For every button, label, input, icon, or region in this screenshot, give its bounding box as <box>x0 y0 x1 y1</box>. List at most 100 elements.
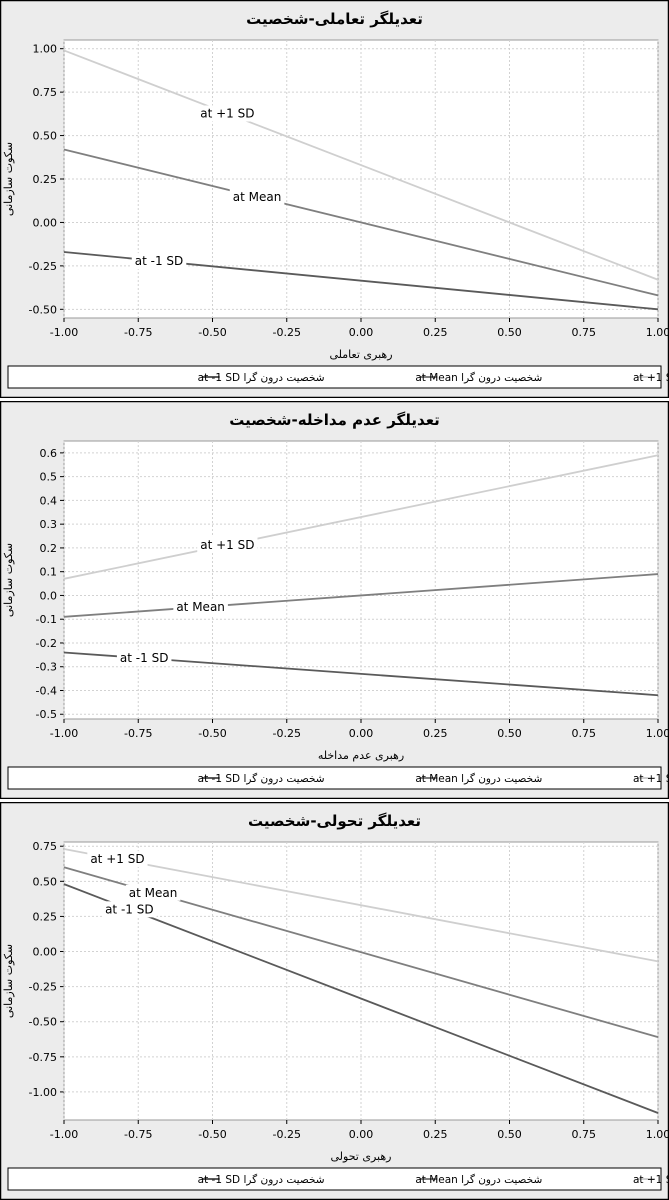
chart-svg: تعدیلگر عدم مداخله-شخصیت 0.6 0.5 0.4 0.3 0.2 0… <box>0 401 669 799</box>
y-tick-label: 0.0 <box>40 589 58 602</box>
y-tick-label: -0.75 <box>29 1051 57 1064</box>
series-label-plus: at +1 SD <box>90 852 144 866</box>
legend-label-plus: شخصیت درون گرا at +1 SD <box>633 1173 669 1186</box>
x-tick-label: 0.00 <box>349 727 374 740</box>
series-label-mean: at Mean <box>233 190 282 204</box>
series-label-background <box>197 536 258 553</box>
series-line-mean <box>63 573 659 618</box>
series-label-plus: at +1 SD <box>200 538 254 552</box>
y-axis-title: سکوت سازمانی <box>2 944 15 1018</box>
y-axis-title: سکوت سازمانی <box>2 543 15 617</box>
y-tick-label: 0.75 <box>33 86 58 99</box>
x-tick-label: 0.75 <box>572 727 597 740</box>
series-line-plus <box>63 49 659 281</box>
x-tick-label: -0.50 <box>198 1128 226 1141</box>
series-label-background <box>116 650 172 667</box>
chart-panel-1: تعدیلگر تعاملی-شخصیت 1.00 0.75 0.50 0.25 0.00… <box>0 0 669 398</box>
chart-title: تعدیلگر تحولی-شخصیت <box>248 812 421 830</box>
y-tick-label: -0.25 <box>29 260 57 273</box>
y-tick-label: 0.2 <box>40 542 58 555</box>
x-tick-label: 0.50 <box>497 326 522 339</box>
x-tick-label: 0.00 <box>349 1128 374 1141</box>
chart-title: تعدیلگر عدم مداخله-شخصیت <box>229 411 440 429</box>
x-tick-label: -0.75 <box>124 1128 152 1141</box>
series-label-background <box>102 901 157 918</box>
series-label-background <box>125 884 181 901</box>
x-tick-label: -0.25 <box>273 326 301 339</box>
legend-label-plus: شخصیت درون گرا at +1 SD <box>633 371 669 384</box>
legend-label-minus: شخصیت درون گرا at -1 SD <box>198 1173 325 1186</box>
y-axis-title: سکوت سازمانی <box>2 142 15 216</box>
x-tick-label: 0.25 <box>423 326 448 339</box>
legend-label-mean: شخصیت درون گرا at Mean <box>415 1173 542 1186</box>
x-tick-label: 0.50 <box>497 1128 522 1141</box>
x-tick-label: -1.00 <box>50 326 78 339</box>
legend-label-mean: شخصیت درون گرا at Mean <box>415 772 542 785</box>
series-label-background <box>87 851 148 868</box>
x-tick-label: -0.50 <box>198 326 226 339</box>
x-axis-title: رهبری تحولی <box>331 1150 392 1163</box>
legend-label-minus: شخصیت درون گرا at -1 SD <box>198 772 325 785</box>
y-tick-label: -0.25 <box>29 981 57 994</box>
series-line-plus <box>63 454 659 580</box>
legend-label-plus: شخصیت درون گرا at +1 SD <box>633 772 669 785</box>
x-tick-label: -0.75 <box>124 326 152 339</box>
chart-panel-2: تعدیلگر عدم مداخله-شخصیت 0.6 0.5 0.4 0.3 0.2 0… <box>0 401 669 799</box>
x-tick-label: -0.50 <box>198 727 226 740</box>
y-tick-label: -0.3 <box>36 661 57 674</box>
series-line-plus <box>63 848 659 963</box>
y-tick-label: 0.25 <box>33 173 58 186</box>
y-tick-label: 0.75 <box>33 840 58 853</box>
x-tick-label: -0.25 <box>273 1128 301 1141</box>
series-label-minus: at -1 SD <box>120 651 169 665</box>
y-tick-label: -0.50 <box>29 1016 57 1029</box>
x-tick-label: 0.75 <box>572 1128 597 1141</box>
legend-box <box>7 766 662 790</box>
series-label-mean: at Mean <box>129 886 178 900</box>
y-tick-label: 0.5 <box>40 471 58 484</box>
series-label-minus: at -1 SD <box>105 902 154 916</box>
x-tick-label: 0.50 <box>497 727 522 740</box>
chart-svg: تعدیلگر تعاملی-شخصیت 1.00 0.75 0.50 0.25 0.00… <box>0 0 669 398</box>
x-axis-title: رهبری تعاملی <box>329 348 392 361</box>
series-label-background <box>229 188 285 205</box>
y-tick-label: 0.50 <box>33 130 58 143</box>
series-line-mean <box>63 148 659 297</box>
y-tick-label: 0.00 <box>33 216 58 229</box>
y-tick-label: -0.4 <box>36 684 57 697</box>
series-label-mean: at Mean <box>176 600 225 614</box>
chart-panel-3: تعدیلگر تحولی-شخصیت 0.75 0.50 0.25 0.00 -0.25… <box>0 802 669 1200</box>
y-tick-label: 0.00 <box>33 946 58 959</box>
y-tick-label: 0.50 <box>33 875 58 888</box>
x-tick-label: 0.75 <box>572 326 597 339</box>
x-tick-label: 0.25 <box>423 727 448 740</box>
series-label-plus: at +1 SD <box>200 106 254 120</box>
legend-box <box>7 365 662 389</box>
y-tick-label: 0.1 <box>40 566 58 579</box>
x-tick-label: 0.25 <box>423 1128 448 1141</box>
series-label-background <box>131 253 187 270</box>
y-tick-label: -1.00 <box>29 1086 57 1099</box>
series-label-minus: at -1 SD <box>135 254 184 268</box>
x-tick-label: 1.00 <box>646 1128 669 1141</box>
x-tick-label: -1.00 <box>50 1128 78 1141</box>
y-tick-label: 0.3 <box>40 518 58 531</box>
x-tick-label: -1.00 <box>50 727 78 740</box>
y-tick-label: 0.4 <box>40 494 58 507</box>
legend-label-minus: شخصیت درون گرا at -1 SD <box>198 371 325 384</box>
x-tick-label: -0.75 <box>124 727 152 740</box>
series-label-background <box>197 105 258 122</box>
x-tick-label: 1.00 <box>646 727 669 740</box>
y-tick-label: -0.2 <box>36 637 57 650</box>
x-tick-label: 0.00 <box>349 326 374 339</box>
series-label-background <box>173 598 228 615</box>
x-tick-label: -0.25 <box>273 727 301 740</box>
y-tick-label: -0.5 <box>36 708 57 721</box>
y-tick-label: -0.50 <box>29 303 57 316</box>
series-line-minus <box>63 883 659 1114</box>
plot-area <box>63 440 659 720</box>
chart-svg: تعدیلگر تحولی-شخصیت 0.75 0.50 0.25 0.00 -0.25… <box>0 802 669 1200</box>
y-tick-label: -0.1 <box>36 613 57 626</box>
x-tick-label: 1.00 <box>646 326 669 339</box>
